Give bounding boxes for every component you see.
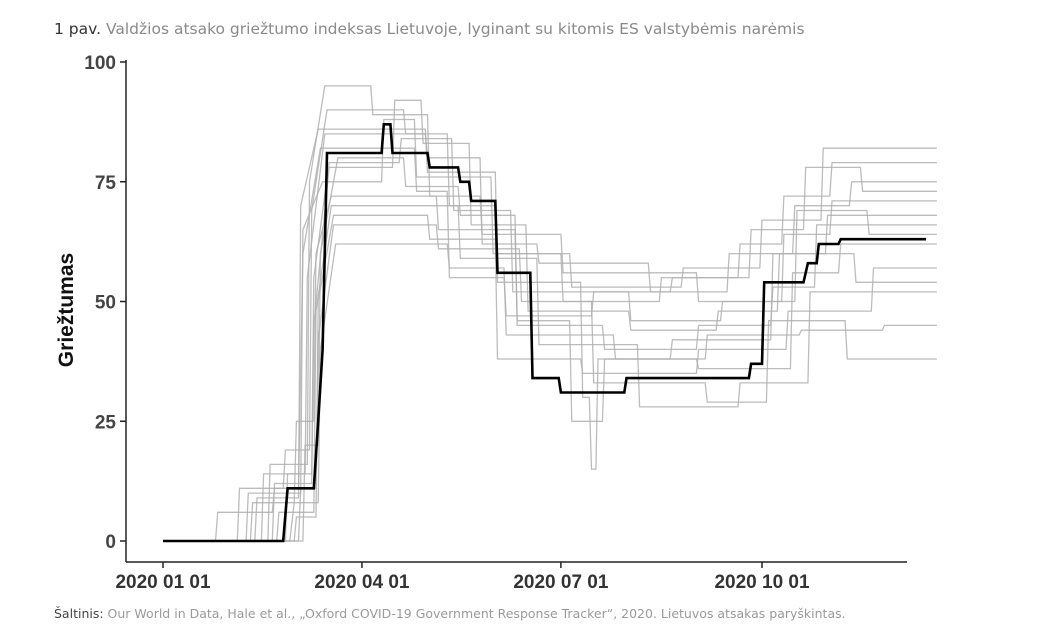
series-line-other-13 [163, 137, 937, 542]
y-tick-label: 50 [95, 293, 116, 314]
series-line-other-9 [163, 85, 937, 542]
source-label: Šaltinis: [54, 606, 104, 621]
x-tick-label: 2020 04 01 [314, 572, 410, 593]
y-tick-label: 75 [95, 173, 117, 194]
series-line-other-14 [163, 224, 937, 542]
series-line-other-8 [163, 243, 937, 542]
figure-number: 1 pav. [54, 20, 102, 38]
series-line-other-11 [163, 157, 937, 542]
y-axis-title: Griežtumas [55, 253, 78, 367]
series-line-other-6 [163, 214, 937, 542]
other-eu-series-group [163, 85, 937, 542]
series-line-other-3 [163, 195, 937, 542]
x-tick-label: 2020 01 01 [115, 572, 211, 593]
source-text: Our World in Data, Hale et al., „Oxford … [107, 606, 846, 621]
y-tick-label: 25 [95, 412, 117, 433]
x-tick-label: 2020 10 01 [714, 572, 810, 593]
series-line-other-7 [163, 118, 937, 542]
source-note: Šaltinis: Our World in Data, Hale et al.… [54, 606, 846, 621]
lithuania-series-group [163, 123, 926, 543]
y-tick-label: 0 [105, 532, 116, 553]
figure-title: Valdžios atsako griežtumo indeksas Lietu… [105, 20, 805, 38]
y-tick-label: 100 [84, 53, 116, 74]
y-ticks: 0 25 50 75 100 [84, 53, 126, 553]
x-tick-label: 2020 07 01 [513, 572, 609, 593]
series-line-lithuania [163, 123, 926, 543]
series-line-other-4 [163, 133, 937, 542]
series-line-other-12 [163, 128, 937, 542]
figure-caption: 1 pav. Valdžios atsako griežtumo indeksa… [54, 20, 805, 38]
series-line-other-10 [163, 205, 937, 542]
x-ticks: 2020 01 01 2020 04 01 2020 07 01 2020 10 01 [115, 562, 810, 593]
